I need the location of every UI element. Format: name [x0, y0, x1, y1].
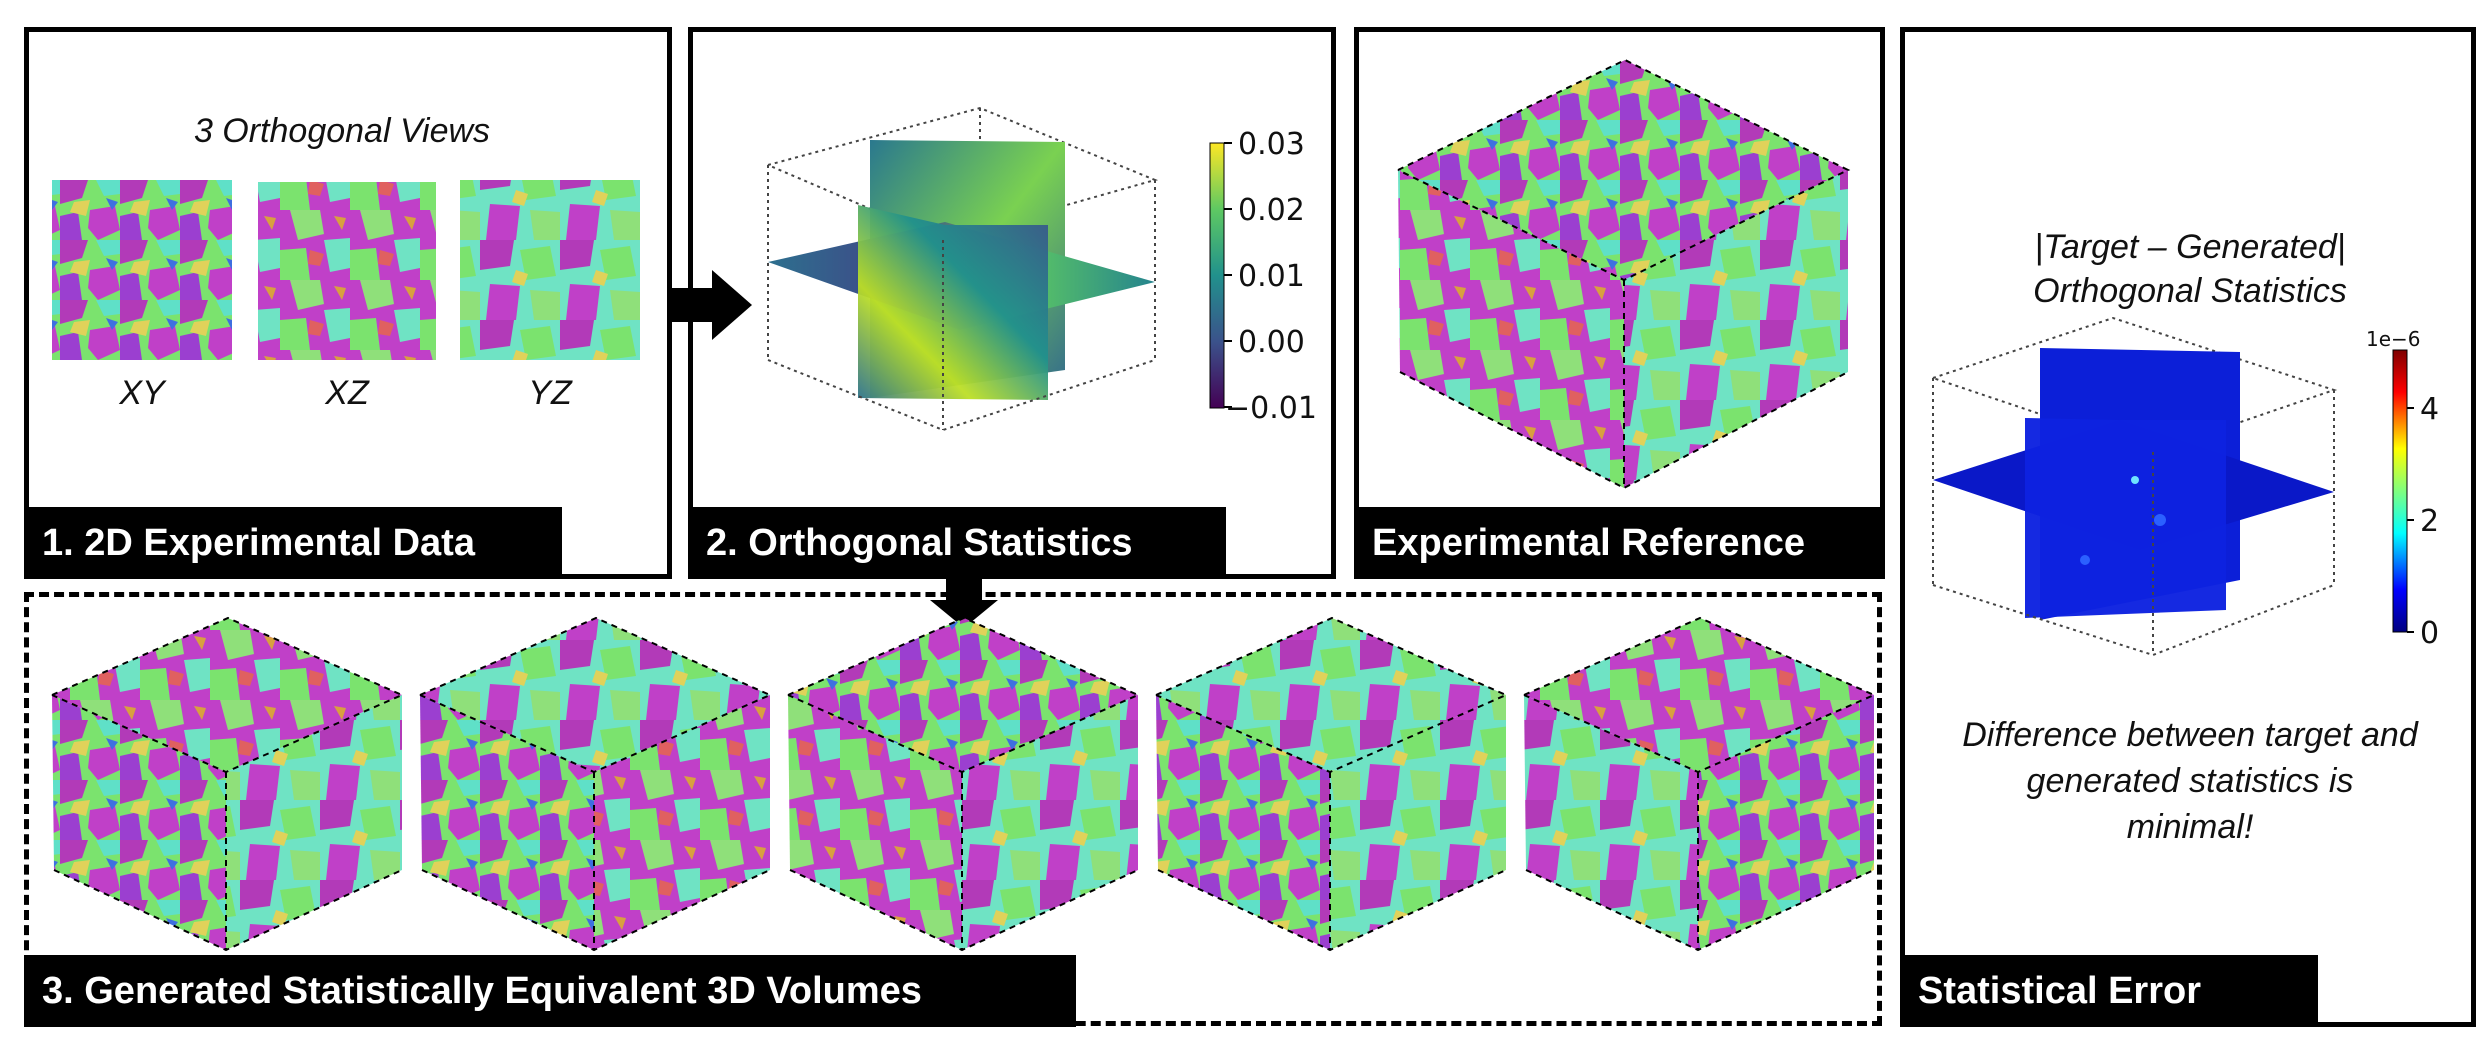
generated-cube-1 [51, 616, 405, 952]
orthogonal-statistics-plot [767, 106, 1159, 432]
panel-orthogonal-statistics [688, 27, 1336, 579]
error-title-line1: |Target – Generated| [2034, 228, 2346, 266]
error-title-line2: Orthogonal Statistics [2033, 272, 2347, 310]
stat-plane-front [858, 205, 1048, 400]
panel1-title: 3 Orthogonal Views [193, 112, 491, 150]
jet-exponent-label: 1e−6 [2366, 327, 2421, 351]
view-label-yz: YZ [528, 374, 572, 412]
arrow-right-icon [668, 270, 752, 340]
viridis-tick-label: −0.01 [1225, 391, 1317, 426]
generated-volumes [51, 616, 1877, 952]
generated-cube-2 [419, 616, 773, 952]
viridis-tick-label: 0.00 [1238, 325, 1305, 360]
jet-tick-label: 0 [2420, 616, 2439, 651]
generated-label: 3. Generated Statistically Equivalent 3D… [24, 955, 1076, 1027]
panel-2d-experimental-data [24, 27, 672, 579]
panel-statistical-error [1900, 27, 2476, 1027]
generated-cube-5 [1523, 616, 1877, 952]
viridis-tick-label: 0.01 [1238, 259, 1305, 294]
viridis-colorbar-ticks: 0.03 0.02 0.01 0.00 −0.01 [1224, 127, 1317, 426]
generated-cube-3 [787, 616, 1141, 952]
jet-tick-label: 2 [2420, 504, 2439, 539]
panel3-label: Experimental Reference [1354, 507, 1885, 579]
view-image-xy [52, 180, 232, 360]
jet-tick-label: 4 [2420, 392, 2439, 427]
jet-colorbar-ticks: 1e−6 4 2 0 [2366, 327, 2439, 651]
panel4-label: Statistical Error [1900, 955, 2318, 1027]
jet-colorbar [2392, 349, 2408, 633]
error-plane-front [2025, 418, 2226, 618]
view-image-xz [258, 182, 436, 360]
error-note: Difference between target and generated … [1962, 716, 2418, 846]
view-label-xy: XY [119, 374, 165, 412]
view-image-yz [460, 180, 640, 360]
experimental-reference-cube [1397, 58, 1851, 490]
orthogonal-view-images [52, 180, 640, 360]
viridis-tick-label: 0.02 [1238, 193, 1305, 228]
view-label-xz: XZ [325, 374, 369, 412]
panel1-label: 1. 2D Experimental Data [24, 507, 562, 579]
statistical-error-plot [1932, 316, 2338, 657]
panel-experimental-reference [1354, 27, 1885, 579]
viridis-tick-label: 0.03 [1238, 127, 1305, 162]
panel2-label: 2. Orthogonal Statistics [688, 507, 1226, 579]
generated-cube-4 [1155, 616, 1509, 952]
